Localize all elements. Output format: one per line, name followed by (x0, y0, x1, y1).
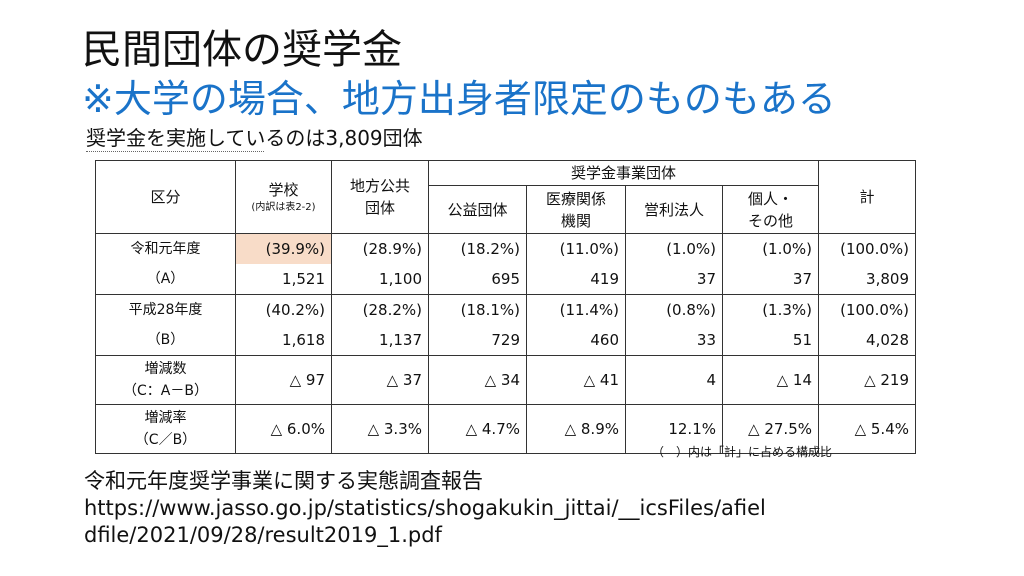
pct-cell: (18.2%) (428, 233, 527, 264)
pct-cell: (1.0%) (722, 233, 819, 264)
header-individual: 個人・ その他 (722, 185, 819, 234)
pct-cell: (11.4%) (526, 294, 626, 325)
pct-cell: (18.1%) (428, 294, 527, 325)
table-row: 令和元年度 (39.9%) (28.9%) (18.2%) (11.0%) (1… (95, 233, 916, 264)
pct-cell: (100.0%) (818, 294, 916, 325)
rate-cell: △ 8.9% (526, 404, 626, 454)
source-title: 令和元年度奨学事業に関する実態調査報告 (84, 469, 483, 493)
scholarship-table: 区分 学校 (内訳は表2-2) 地方公共 団体 奨学金事業団体 計 公益団体 医… (95, 160, 916, 454)
count-cell: 1,137 (331, 325, 429, 356)
count-cell: 1,100 (331, 264, 429, 295)
header-local-gov-line1: 地方公共 (349, 177, 410, 195)
count-cell: 37 (625, 264, 723, 295)
rate-label-line1: 増減率 (144, 410, 187, 426)
caption-underline (86, 151, 264, 152)
table-row: （A） 1,521 1,100 695 419 37 37 3,809 (95, 264, 916, 295)
header-medical: 医療関係 機関 (526, 185, 626, 234)
diff-cell: △ 37 (331, 355, 429, 405)
table-row: 増減数 （C：A－B） △ 97 △ 37 △ 34 △ 41 4 △ 14 △… (95, 355, 916, 405)
header-total: 計 (818, 160, 916, 234)
count-cell: 460 (526, 325, 626, 356)
count-cell: 4,028 (818, 325, 916, 356)
diff-cell: △ 14 (722, 355, 819, 405)
pct-cell: (1.3%) (722, 294, 819, 325)
table-row: （B） 1,618 1,137 729 460 33 51 4,028 (95, 325, 916, 356)
header-category: 区分 (95, 160, 236, 234)
count-cell: 695 (428, 264, 527, 295)
rate-cell: △ 6.0% (235, 404, 332, 454)
header-scholarship-orgs: 奨学金事業団体 (428, 160, 819, 186)
header-medical-line1: 医療関係 (545, 189, 606, 208)
table-note: （ ）内は「計」に占める構成比 (652, 445, 833, 459)
pct-cell: (39.9%) (235, 233, 332, 264)
row-label: 令和元年度 (95, 233, 236, 264)
count-cell: 1,618 (235, 325, 332, 356)
count-cell: 729 (428, 325, 527, 356)
count-cell: 37 (722, 264, 819, 295)
count-cell: 51 (722, 325, 819, 356)
header-public-interest: 公益団体 (428, 185, 527, 234)
rate-cell: △ 4.7% (428, 404, 527, 454)
table-row: 平成28年度 (40.2%) (28.2%) (18.1%) (11.4%) (… (95, 294, 916, 325)
diff-cell: 4 (625, 355, 723, 405)
source-url-line1: https://www.jasso.go.jp/statistics/shoga… (84, 496, 766, 520)
page-subtitle: ※大学の場合、地方出身者限定のものもある (82, 77, 836, 121)
source-url-line2: dfile/2021/09/28/result2019_1.pdf (84, 523, 442, 547)
row-label: 増減数 （C：A－B） (95, 355, 236, 405)
pct-cell: (28.9%) (331, 233, 429, 264)
diff-label-line2: （C：A－B） (123, 383, 208, 399)
pct-cell: (0.8%) (625, 294, 723, 325)
diff-label-line1: 増減数 (144, 361, 187, 377)
header-school: 学校 (内訳は表2-2) (235, 160, 332, 234)
row-label: 平成28年度 (95, 294, 236, 325)
diff-cell: △ 41 (526, 355, 626, 405)
source-citation: 令和元年度奨学事業に関する実態調査報告 https://www.jasso.go… (84, 468, 766, 549)
count-cell: 33 (625, 325, 723, 356)
summary-caption: 奨学金を実施しているのは3,809団体 (86, 126, 423, 150)
pct-cell: (11.0%) (526, 233, 626, 264)
rate-cell: △ 5.4% (818, 404, 916, 454)
header-individual-line1: 個人・ (747, 189, 793, 208)
count-cell: 1,521 (235, 264, 332, 295)
diff-cell: △ 34 (428, 355, 527, 405)
pct-cell: (1.0%) (625, 233, 723, 264)
count-cell: 3,809 (818, 264, 916, 295)
header-school-note: (内訳は表2-2) (251, 202, 316, 213)
header-medical-line2: 機関 (560, 211, 591, 230)
diff-cell: △ 97 (235, 355, 332, 405)
row-label: 増減率 （C／B） (95, 404, 236, 454)
page-title: 民間団体の奨学金 (82, 27, 402, 73)
row-label: （B） (95, 325, 236, 356)
rate-label-line2: （C／B） (134, 432, 197, 448)
header-local-gov-line2: 団体 (364, 199, 395, 217)
table-row: 増減率 （C／B） △ 6.0% △ 3.3% △ 4.7% △ 8.9% 12… (95, 404, 916, 454)
pct-cell: (28.2%) (331, 294, 429, 325)
pct-cell: (100.0%) (818, 233, 916, 264)
header-for-profit: 営利法人 (625, 185, 723, 234)
pct-cell: (40.2%) (235, 294, 332, 325)
count-cell: 419 (526, 264, 626, 295)
header-school-label: 学校 (268, 181, 299, 199)
header-individual-line2: その他 (747, 211, 793, 230)
row-label: （A） (95, 264, 236, 295)
diff-cell: △ 219 (818, 355, 916, 405)
header-local-gov: 地方公共 団体 (331, 160, 429, 234)
rate-cell: 12.1% (625, 404, 723, 454)
rate-cell: △ 27.5% (722, 404, 819, 454)
rate-cell: △ 3.3% (331, 404, 429, 454)
